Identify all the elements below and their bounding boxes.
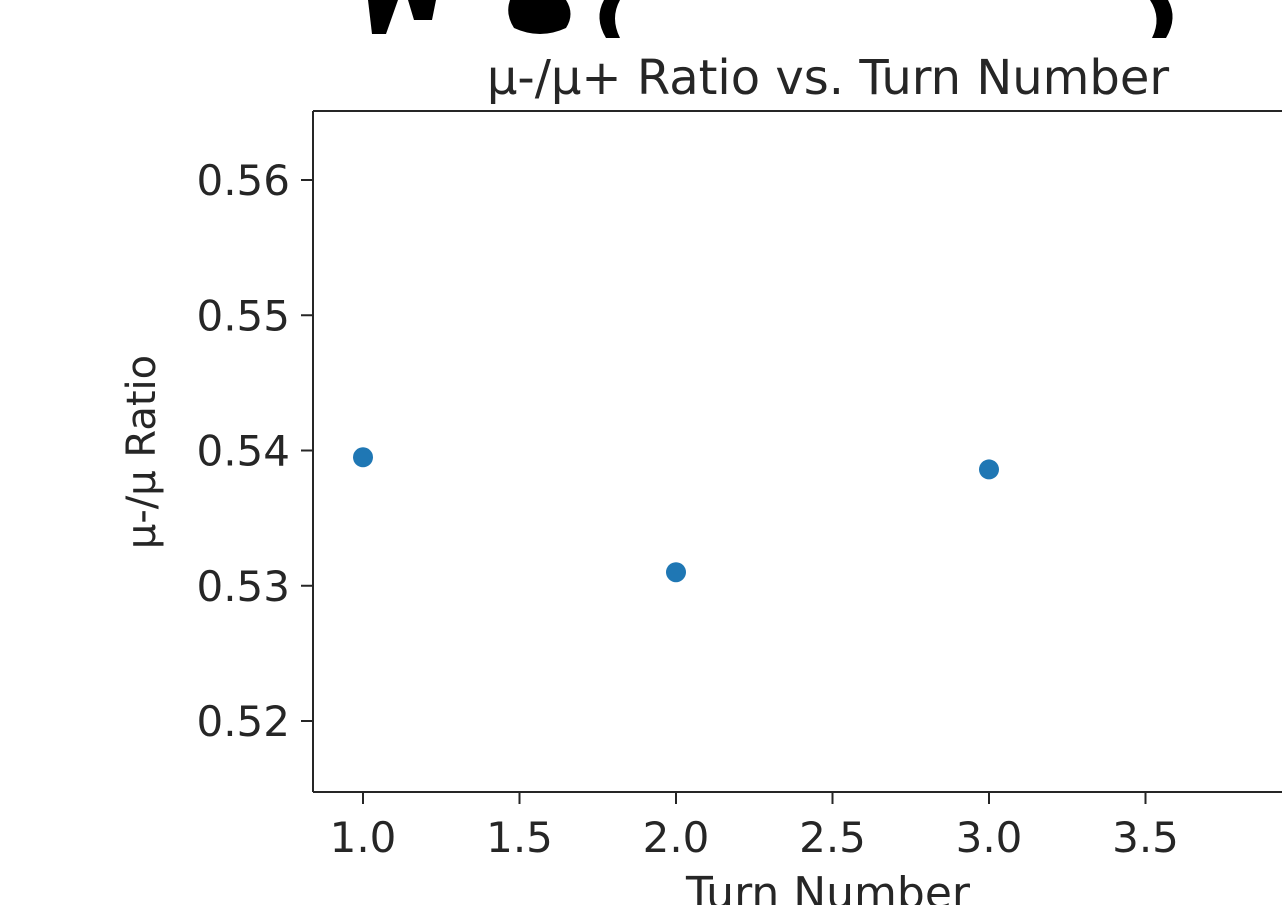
x-tick-label: 1.5 — [486, 813, 553, 862]
x-tick-label: 2.0 — [643, 813, 710, 862]
x-tick-label: 1.0 — [330, 813, 397, 862]
data-points — [353, 447, 999, 583]
y-tick-label: 0.54 — [196, 427, 290, 476]
chart-title: μ-/μ+ Ratio vs. Turn Number — [487, 50, 1170, 106]
y-axis-ticks: 0.52 0.53 0.54 0.55 0.56 — [196, 156, 313, 746]
y-tick-label: 0.55 — [196, 291, 290, 340]
x-tick-label: 3.0 — [956, 813, 1023, 862]
x-tick-label: 2.5 — [799, 813, 866, 862]
x-axis-ticks: 1.01.52.02.53.03.54 — [330, 792, 1179, 862]
scatter-point — [353, 447, 373, 468]
scatter-point — [979, 459, 999, 480]
scatter-point — [666, 562, 686, 583]
y-tick-label: 0.52 — [196, 697, 290, 746]
x-tick-label: 3.5 — [1112, 813, 1179, 862]
cropped-heading-remnant — [368, 0, 1173, 38]
y-tick-label: 0.56 — [196, 156, 290, 205]
x-axis-label: Turn Number — [685, 868, 971, 905]
y-axis-label: μ-/μ Ratio — [119, 355, 165, 549]
y-tick-label: 0.53 — [196, 562, 290, 611]
